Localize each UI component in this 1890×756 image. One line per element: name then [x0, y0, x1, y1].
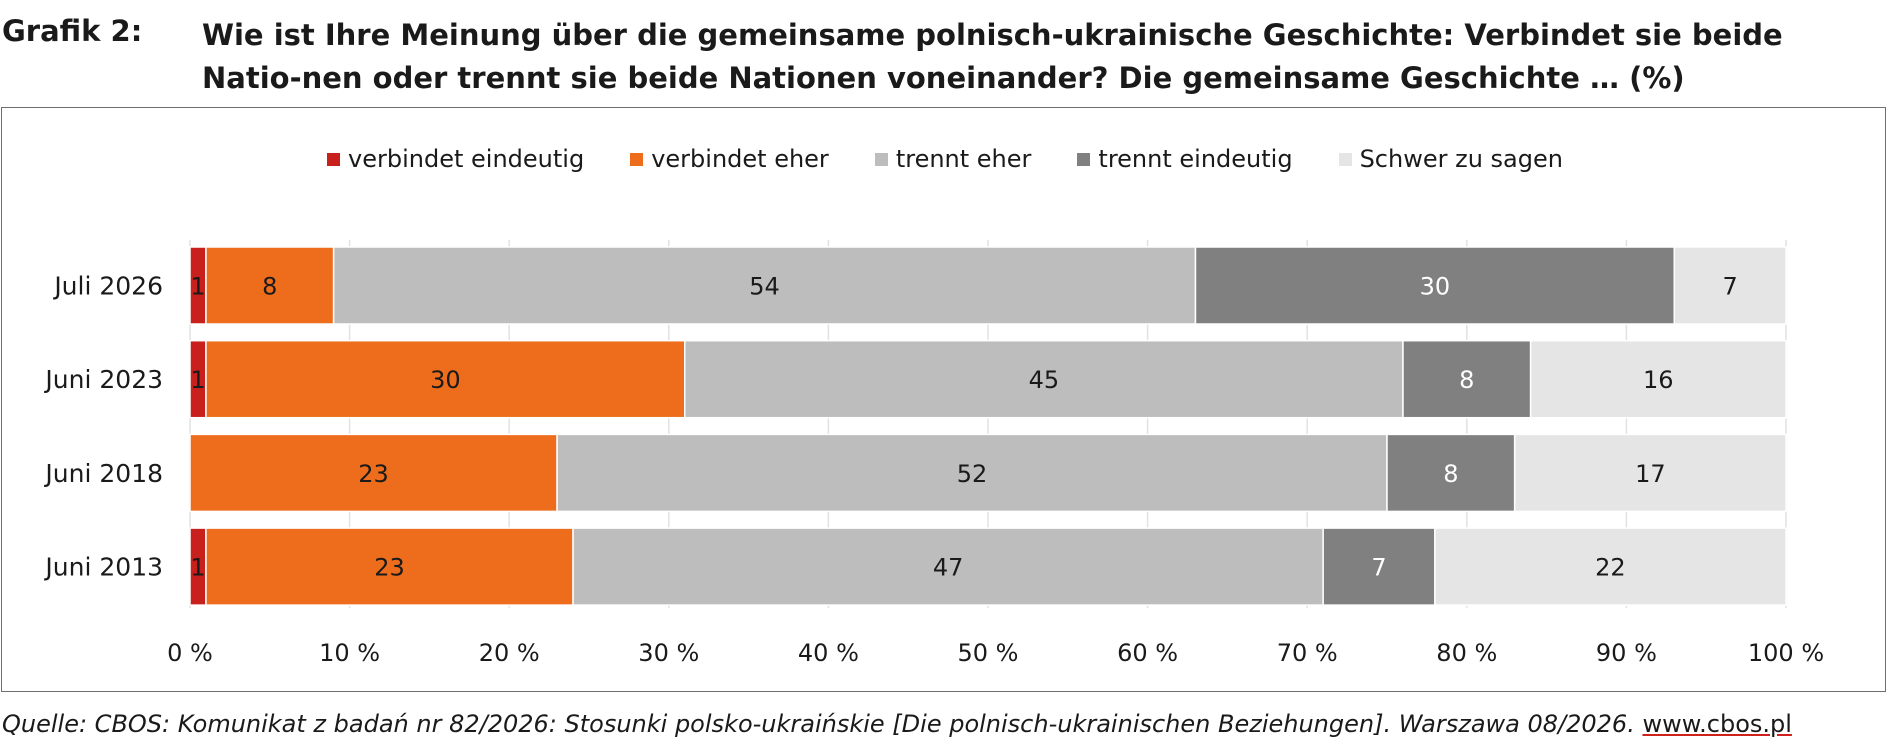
bar-segment: [189, 433, 558, 513]
bar-segment: [572, 527, 1324, 606]
bar-segment: [1529, 339, 1787, 419]
bar-segment: [1513, 433, 1787, 513]
data-label: 1: [190, 554, 205, 582]
x-tick-label: 50 %: [958, 639, 1019, 667]
chart-frame: [1, 107, 1886, 692]
bar-segment: [332, 246, 1197, 325]
bar-segment: [1386, 433, 1516, 513]
legend-item: trennt eher: [874, 145, 1032, 173]
data-label: 1: [190, 273, 205, 301]
category-label: Juni 2013: [43, 553, 163, 582]
legend-label: verbindet eindeutig: [348, 145, 585, 173]
bar-segment: [1402, 339, 1532, 419]
data-label: 7: [1371, 554, 1386, 582]
x-tick-label: 90 %: [1596, 639, 1657, 667]
x-tick-label: 0 %: [167, 639, 213, 667]
x-tick-label: 60 %: [1117, 639, 1178, 667]
legend-label: verbindet eher: [651, 145, 829, 173]
x-tick-label: 40 %: [798, 639, 859, 667]
x-tick-label: 80 %: [1436, 639, 1497, 667]
category-label: Juni 2018: [43, 459, 163, 488]
data-label: 8: [1443, 460, 1458, 488]
category-label: Juni 2023: [43, 365, 163, 394]
x-tick-label: 70 %: [1277, 639, 1338, 667]
legend-item: verbindet eindeutig: [327, 145, 584, 173]
bar-segment: [556, 433, 1388, 513]
bar-segment: [1673, 246, 1787, 325]
legend-swatch: [1077, 152, 1091, 166]
legend-swatch: [630, 152, 644, 166]
legend-swatch: [1338, 152, 1352, 166]
x-tick-label: 100 %: [1748, 639, 1824, 667]
data-label: 52: [957, 460, 988, 488]
data-label: 30: [1420, 273, 1451, 301]
chart-legend: verbindet eindeutig verbindet eher trennt …: [0, 145, 1890, 173]
legend-swatch: [874, 152, 888, 166]
x-tick-label: 20 %: [479, 639, 540, 667]
bar-segment: [205, 246, 335, 325]
legend-item: trennt eindeutig: [1077, 145, 1293, 173]
data-label: 8: [262, 273, 277, 301]
data-label: 30: [430, 366, 461, 394]
data-label: 17: [1635, 460, 1666, 488]
bar-segment: [684, 339, 1404, 419]
figure-label: Grafik 2:: [2, 14, 143, 48]
bar-segment: [1322, 527, 1436, 606]
data-label: 22: [1595, 554, 1626, 582]
bar-segment: [1434, 527, 1787, 606]
data-label: 23: [374, 554, 405, 582]
data-label: 23: [358, 460, 389, 488]
legend-label: trennt eher: [895, 145, 1032, 173]
data-label: 1: [190, 366, 205, 394]
source-text: Quelle: CBOS: Komunikat z badań nr 82/20…: [2, 710, 1635, 738]
data-label: 7: [1722, 273, 1737, 301]
legend-swatch: [327, 152, 341, 166]
data-label: 16: [1643, 366, 1674, 394]
legend-label: trennt eindeutig: [1098, 145, 1293, 173]
bar-segment: [205, 339, 686, 419]
x-tick-label: 30 %: [638, 639, 699, 667]
source-note: Quelle: CBOS: Komunikat z badań nr 82/20…: [2, 710, 1792, 738]
chart-title: Wie ist Ihre Meinung über die gemeinsame…: [202, 18, 1783, 95]
source-link[interactable]: www.cbos.pl: [1642, 710, 1792, 738]
data-label: 54: [749, 273, 780, 301]
data-label: 47: [933, 554, 964, 582]
data-label: 45: [1029, 366, 1060, 394]
bar-segment: [205, 527, 574, 606]
data-label: 8: [1459, 366, 1474, 394]
legend-label: Schwer zu sagen: [1359, 145, 1563, 173]
legend-item: Schwer zu sagen: [1338, 145, 1563, 173]
legend-item: verbindet eher: [630, 145, 829, 173]
category-label: Juli 2026: [52, 272, 163, 301]
x-tick-label: 10 %: [319, 639, 380, 667]
bar-segment: [1194, 246, 1676, 325]
stacked-bar-chart: 0 % 10 % 20 % 30 % 40 % 50 % 60 % 70 % 80 % 90 % 1…: [43, 240, 1824, 667]
